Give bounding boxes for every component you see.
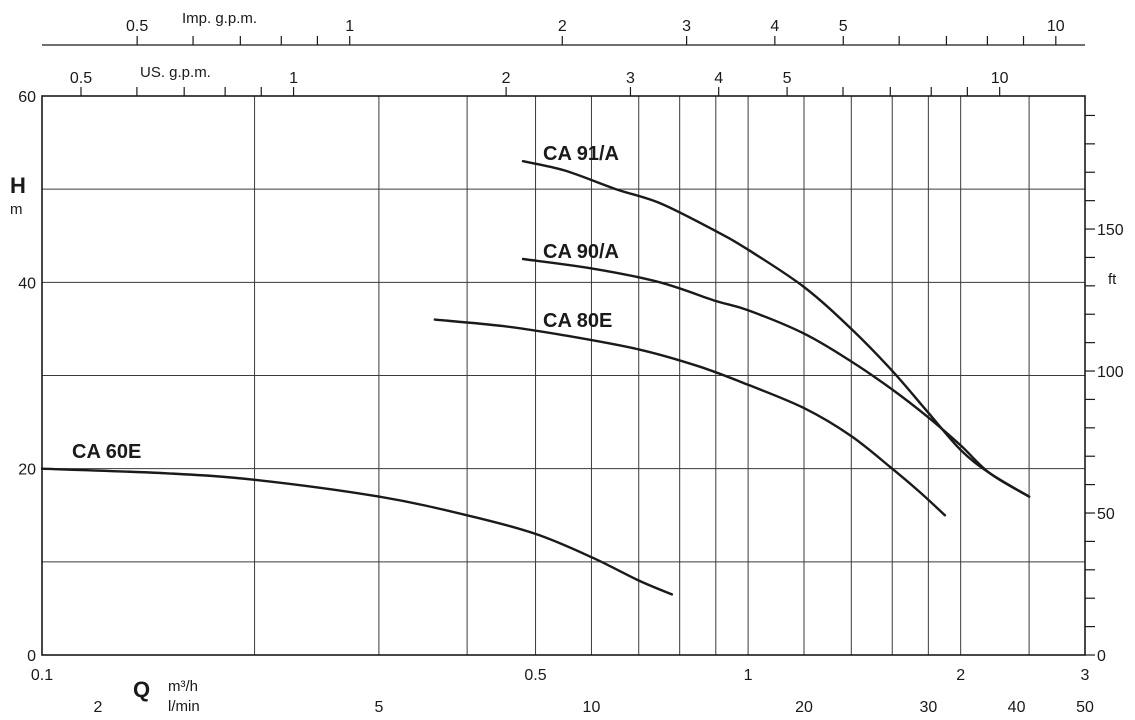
x-axis-imp-unit: Imp. g.p.m. xyxy=(182,10,257,27)
y-axis-symbol: H xyxy=(10,173,26,198)
plot-frame xyxy=(41,95,1086,656)
x-lmin-tick-label: 5 xyxy=(374,699,383,716)
x-tick-label: 0.5 xyxy=(524,667,546,684)
tick-layer xyxy=(42,36,1095,656)
x-lmin-tick-label: 50 xyxy=(1076,699,1094,716)
x-axis-lmin-unit: l/min xyxy=(168,698,200,715)
imp-gpm-tick-label: 3 xyxy=(682,18,691,35)
x-tick-label: 1 xyxy=(744,667,753,684)
curve-label-ca-90-a: CA 90/A xyxy=(543,241,619,263)
x-axis-symbol: Q xyxy=(133,677,150,702)
y-tick-label: 20 xyxy=(18,462,36,479)
us-gpm-tick-label: 3 xyxy=(626,70,635,87)
us-gpm-tick-label: 5 xyxy=(783,70,792,87)
imp-gpm-tick-label: 4 xyxy=(770,18,779,35)
y-tick-label: 40 xyxy=(18,275,36,292)
grid-lines xyxy=(42,96,1085,655)
y-axis-unit: m xyxy=(10,201,23,218)
label-layer: 0 20 40 60 0 50 100 150 0.1 0.5 1 2 3 2 5 10 20 30 40 50 0.5… xyxy=(18,18,1124,716)
imp-gpm-tick-label: 5 xyxy=(839,18,848,35)
y-tick-label: 0 xyxy=(27,648,36,665)
y-right-tick-label: 50 xyxy=(1097,506,1115,523)
curve-ca-60e xyxy=(40,467,674,596)
curve-ca-90-a xyxy=(521,257,1031,498)
us-gpm-tick-label: 0.5 xyxy=(70,70,92,87)
x-tick-label: 2 xyxy=(956,667,965,684)
x-axis-us-unit: US. g.p.m. xyxy=(140,64,211,81)
x-lmin-tick-label: 10 xyxy=(583,699,601,716)
x-lmin-tick-label: 30 xyxy=(919,699,937,716)
x-lmin-tick-label: 40 xyxy=(1008,699,1026,716)
x-axis-unit: m³/h xyxy=(168,678,198,695)
curve-label-ca-91-a: CA 91/A xyxy=(543,143,619,165)
imp-gpm-tick-label: 10 xyxy=(1047,18,1065,35)
curve-ca-80e xyxy=(433,318,947,517)
imp-gpm-tick-label: 2 xyxy=(558,18,567,35)
x-lmin-tick-label: 20 xyxy=(795,699,813,716)
y-right-tick-label: 100 xyxy=(1097,364,1124,381)
curve-layer xyxy=(40,160,1031,596)
us-gpm-tick-label: 1 xyxy=(289,70,298,87)
imp-gpm-tick-label: 1 xyxy=(345,18,354,35)
y-tick-label: 60 xyxy=(18,89,36,106)
x-lmin-tick-label: 2 xyxy=(93,699,102,716)
x-tick-label: 0.1 xyxy=(31,667,53,684)
y-right-tick-label: 0 xyxy=(1097,648,1106,665)
imp-gpm-tick-label: 0.5 xyxy=(126,18,148,35)
x-tick-label: 3 xyxy=(1081,667,1090,684)
us-gpm-tick-label: 2 xyxy=(502,70,511,87)
y-axis-right-unit: ft xyxy=(1108,271,1117,288)
us-gpm-tick-label: 4 xyxy=(714,70,723,87)
us-gpm-tick-label: 10 xyxy=(991,70,1009,87)
curve-label-ca-60e: CA 60E xyxy=(72,441,141,463)
curve-ca-91-a xyxy=(521,160,1031,498)
y-right-tick-label: 150 xyxy=(1097,222,1124,239)
curve-label-ca-80e: CA 80E xyxy=(543,310,612,332)
